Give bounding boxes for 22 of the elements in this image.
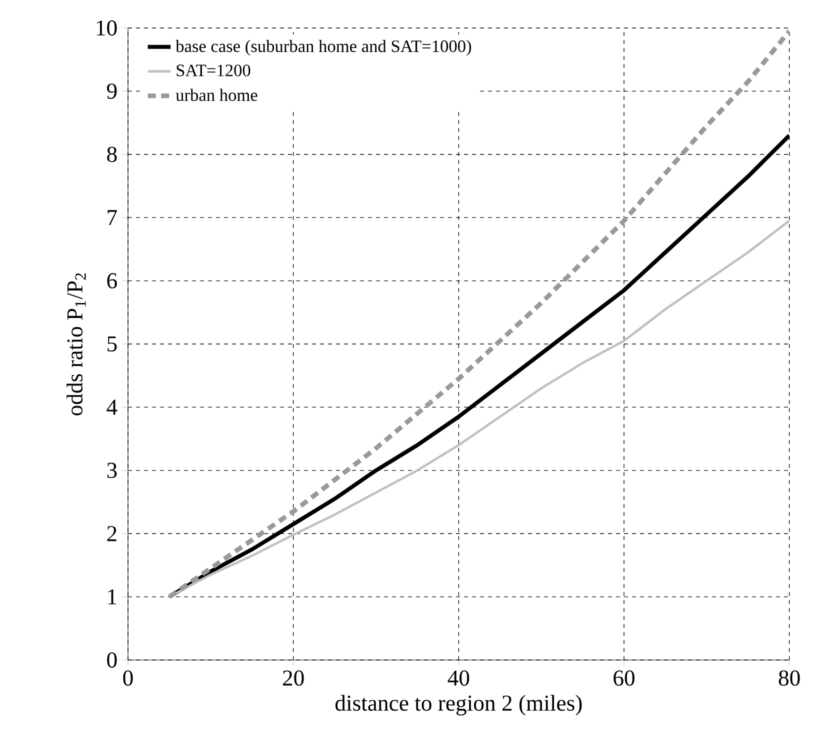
x-tick-label: 20 (283, 670, 304, 686)
x-axis-title: distance to region 2 (miles) (335, 695, 582, 716)
y-tick-label: 8 (107, 146, 117, 162)
x-tick-label: 60 (614, 670, 634, 686)
y-tick-label: 4 (106, 400, 118, 415)
x-tick-label: 40 (448, 670, 470, 686)
y-tick-label: 2 (107, 526, 116, 542)
y-tick-label: 6 (107, 273, 117, 289)
y-tick-label: 10 (96, 20, 117, 36)
legend-label: SAT=1200 (176, 64, 250, 76)
y-tick-label: 3 (107, 462, 117, 478)
y-tick-label: 0 (107, 652, 117, 668)
line-series (166, 28, 790, 600)
y-tick-label: 1 (108, 589, 116, 604)
y-tick-label: 5 (108, 336, 117, 352)
y-tick-label: 7 (108, 210, 117, 226)
y-axis-title: odds ratio P$_{1}$/P$_{2}$ (66, 273, 86, 416)
x-tick-label: 80 (778, 670, 800, 686)
legend-label: base case (suburban home and SAT=1000) (176, 40, 472, 56)
y-tick-label: 9 (107, 84, 117, 99)
x-tick-label: 0 (123, 670, 133, 686)
legend-label: urban home (176, 88, 258, 102)
